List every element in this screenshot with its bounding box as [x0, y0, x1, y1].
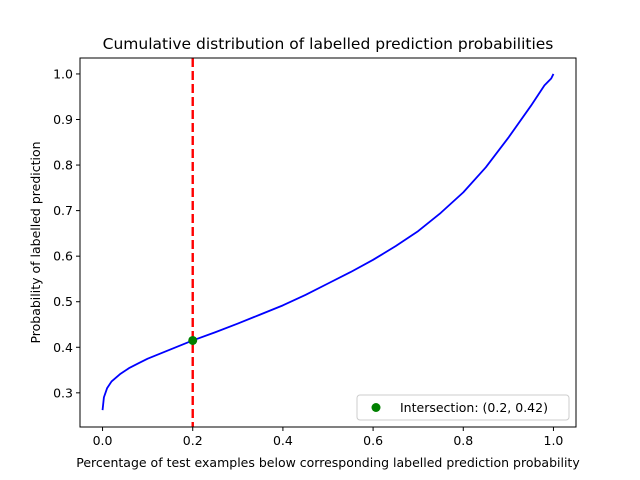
y-tick-label: 0.7	[53, 203, 73, 218]
x-tick-label: 0.6	[363, 433, 383, 448]
y-axis-ticks: 0.3 0.4 0.5 0.6 0.7 0.8 0.9 1.0	[53, 66, 80, 400]
x-axis-label: Percentage of test examples below corres…	[76, 455, 580, 470]
intersection-point	[188, 335, 198, 345]
axes-frame	[79, 57, 577, 428]
legend-label-intersection: Intersection: (0.2, 0.42)	[400, 400, 548, 415]
x-tick-label: 0.2	[183, 433, 203, 448]
y-tick-label: 0.4	[53, 340, 73, 355]
y-tick-label: 0.3	[53, 385, 73, 400]
x-axis-ticks: 0.0 0.2 0.4 0.6 0.8 1.0	[93, 427, 564, 448]
legend-marker-intersection	[371, 403, 381, 412]
x-tick-label: 0.0	[93, 433, 113, 448]
y-tick-label: 0.8	[53, 158, 73, 173]
chart-title: Cumulative distribution of labelled pred…	[103, 35, 554, 53]
y-tick-label: 0.6	[53, 249, 73, 264]
y-tick-label: 0.9	[53, 112, 73, 127]
legend: Intersection: (0.2, 0.42)	[356, 394, 570, 421]
x-tick-label: 0.4	[273, 433, 293, 448]
y-tick-label: 0.5	[53, 294, 73, 309]
y-axis-label: Probability of labelled prediction	[28, 141, 43, 343]
x-tick-label: 1.0	[544, 433, 564, 448]
y-tick-label: 1.0	[53, 66, 73, 81]
legend-box	[356, 394, 570, 421]
x-tick-label: 0.8	[453, 433, 473, 448]
plot-area	[101, 58, 555, 427]
series-line	[101, 73, 555, 411]
